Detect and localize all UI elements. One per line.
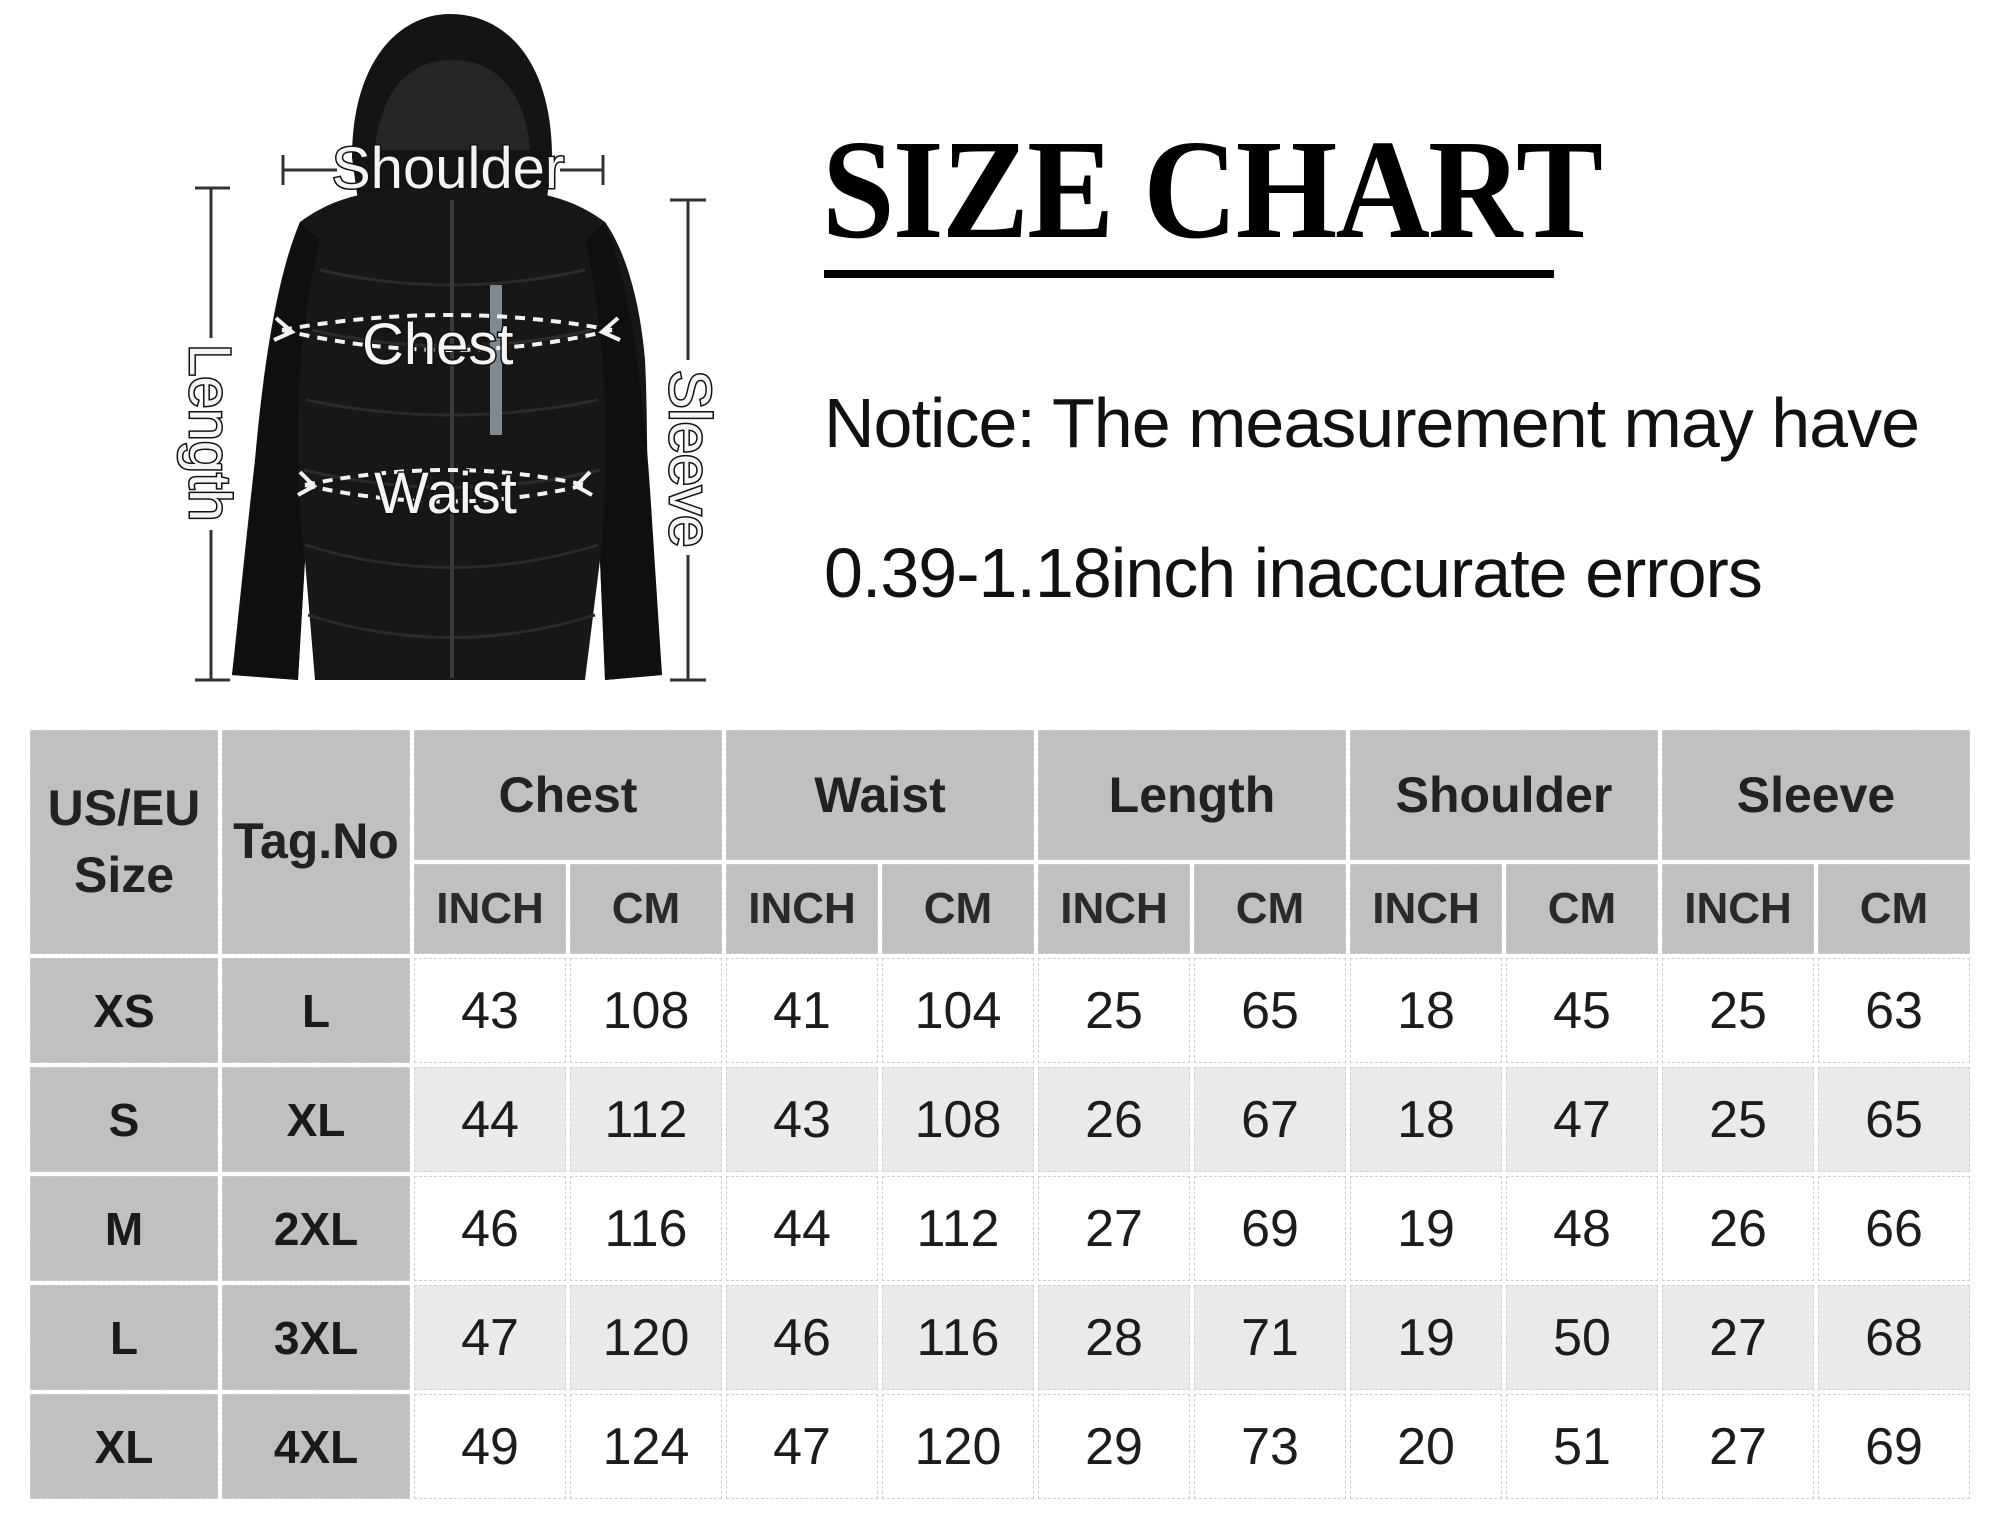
length-cm-cell: 71 [1194, 1285, 1346, 1390]
shoulder-cm-cell: 50 [1506, 1285, 1658, 1390]
title-underline [824, 270, 1554, 278]
waist-cm-cell: 112 [882, 1176, 1034, 1281]
size-table: US/EU Size Tag.No Chest Waist Length Sho… [26, 726, 1974, 1503]
tag-cell: 4XL [222, 1394, 410, 1499]
tag-cell: 3XL [222, 1285, 410, 1390]
length-cm-header: CM [1194, 864, 1346, 954]
shoulder-label: Shoulder [330, 136, 565, 201]
notice-line-2: 0.39-1.18inch inaccurate errors [824, 534, 1763, 612]
size-header-line-1: US/EU [47, 779, 201, 836]
jacket-illustration [195, 14, 706, 682]
waist-cm-cell: 120 [882, 1394, 1034, 1499]
jacket-measurement-diagram: Shoulder Chest Waist Length Sleeve [0, 0, 790, 700]
chest-header: Chest [414, 730, 722, 860]
waist-inch-cell: 41 [726, 958, 878, 1063]
chest-inch-cell: 44 [414, 1067, 566, 1172]
chest-cm-header: CM [570, 864, 722, 954]
sleeve-inch-cell: 25 [1662, 958, 1814, 1063]
length-cm-cell: 67 [1194, 1067, 1346, 1172]
notice-line-1: Notice: The measurement may have [824, 384, 1920, 462]
waist-inch-cell: 46 [726, 1285, 878, 1390]
shoulder-inch-header: INCH [1350, 864, 1502, 954]
length-inch-cell: 28 [1038, 1285, 1190, 1390]
length-inch-header: INCH [1038, 864, 1190, 954]
chest-inch-cell: 49 [414, 1394, 566, 1499]
sleeve-inch-cell: 27 [1662, 1394, 1814, 1499]
length-cm-cell: 73 [1194, 1394, 1346, 1499]
shoulder-inch-cell: 18 [1350, 958, 1502, 1063]
size-cell: M [30, 1176, 218, 1281]
size-cell: XL [30, 1394, 218, 1499]
shoulder-inch-cell: 19 [1350, 1285, 1502, 1390]
chest-inch-cell: 47 [414, 1285, 566, 1390]
sleeve-header: Sleeve [1662, 730, 1970, 860]
waist-header: Waist [726, 730, 1034, 860]
tag-cell: XL [222, 1067, 410, 1172]
header-row-units: INCH CM INCH CM INCH CM INCH CM INCH CM [30, 864, 1970, 954]
shoulder-cm-cell: 51 [1506, 1394, 1658, 1499]
waist-inch-cell: 43 [726, 1067, 878, 1172]
table-row: M 2XL 46 116 44 112 27 69 19 48 26 66 [30, 1176, 1970, 1281]
header-row-groups: US/EU Size Tag.No Chest Waist Length Sho… [30, 730, 1970, 954]
length-cm-cell: 65 [1194, 958, 1346, 1063]
shoulder-cm-cell: 47 [1506, 1067, 1658, 1172]
sleeve-cm-cell: 68 [1818, 1285, 1970, 1390]
waist-inch-cell: 44 [726, 1176, 878, 1281]
waist-cm-cell: 116 [882, 1285, 1034, 1390]
sleeve-inch-cell: 27 [1662, 1285, 1814, 1390]
size-cell: XS [30, 958, 218, 1063]
waist-cm-cell: 104 [882, 958, 1034, 1063]
table-row: XL 4XL 49 124 47 120 29 73 20 51 27 69 [30, 1394, 1970, 1499]
shoulder-inch-cell: 18 [1350, 1067, 1502, 1172]
shoulder-cm-cell: 48 [1506, 1176, 1658, 1281]
tag-header: Tag.No [222, 730, 410, 954]
chest-label: Chest [361, 312, 516, 377]
chest-inch-cell: 46 [414, 1176, 566, 1281]
table-row: S XL 44 112 43 108 26 67 18 47 25 65 [30, 1067, 1970, 1172]
waist-cm-header: CM [882, 864, 1034, 954]
length-header: Length [1038, 730, 1346, 860]
size-cell: L [30, 1285, 218, 1390]
shoulder-inch-cell: 19 [1350, 1176, 1502, 1281]
sleeve-label: Sleeve [656, 369, 724, 549]
size-header: US/EU Size [30, 730, 218, 954]
sleeve-inch-header: INCH [1662, 864, 1814, 954]
size-cell: S [30, 1067, 218, 1172]
length-label: Length [176, 343, 244, 523]
length-cm-cell: 69 [1194, 1176, 1346, 1281]
chest-inch-cell: 43 [414, 958, 566, 1063]
sleeve-inch-cell: 26 [1662, 1176, 1814, 1281]
length-inch-cell: 29 [1038, 1394, 1190, 1499]
shoulder-cm-header: CM [1506, 864, 1658, 954]
shoulder-inch-cell: 20 [1350, 1394, 1502, 1499]
size-header-line-2: Size [73, 847, 175, 903]
sleeve-cm-cell: 69 [1818, 1394, 1970, 1499]
sleeve-inch-cell: 25 [1662, 1067, 1814, 1172]
table-row: L 3XL 47 120 46 116 28 71 19 50 27 68 [30, 1285, 1970, 1390]
chest-cm-cell: 108 [570, 958, 722, 1063]
shoulder-cm-cell: 45 [1506, 958, 1658, 1063]
length-inch-cell: 26 [1038, 1067, 1190, 1172]
table-row: XS L 43 108 41 104 25 65 18 45 25 63 [30, 958, 1970, 1063]
sleeve-cm-header: CM [1818, 864, 1970, 954]
tag-cell: L [222, 958, 410, 1063]
tag-cell: 2XL [222, 1176, 410, 1281]
waist-inch-header: INCH [726, 864, 878, 954]
chest-cm-cell: 120 [570, 1285, 722, 1390]
waist-label: Waist [373, 461, 519, 526]
chest-cm-cell: 124 [570, 1394, 722, 1499]
length-inch-cell: 25 [1038, 958, 1190, 1063]
length-inch-cell: 27 [1038, 1176, 1190, 1281]
waist-cm-cell: 108 [882, 1067, 1034, 1172]
size-chart-title: SIZE CHART [822, 110, 1603, 268]
sleeve-cm-cell: 63 [1818, 958, 1970, 1063]
sleeve-cm-cell: 65 [1818, 1067, 1970, 1172]
chest-cm-cell: 116 [570, 1176, 722, 1281]
sleeve-cm-cell: 66 [1818, 1176, 1970, 1281]
shoulder-header: Shoulder [1350, 730, 1658, 860]
waist-inch-cell: 47 [726, 1394, 878, 1499]
chest-cm-cell: 112 [570, 1067, 722, 1172]
chest-inch-header: INCH [414, 864, 566, 954]
